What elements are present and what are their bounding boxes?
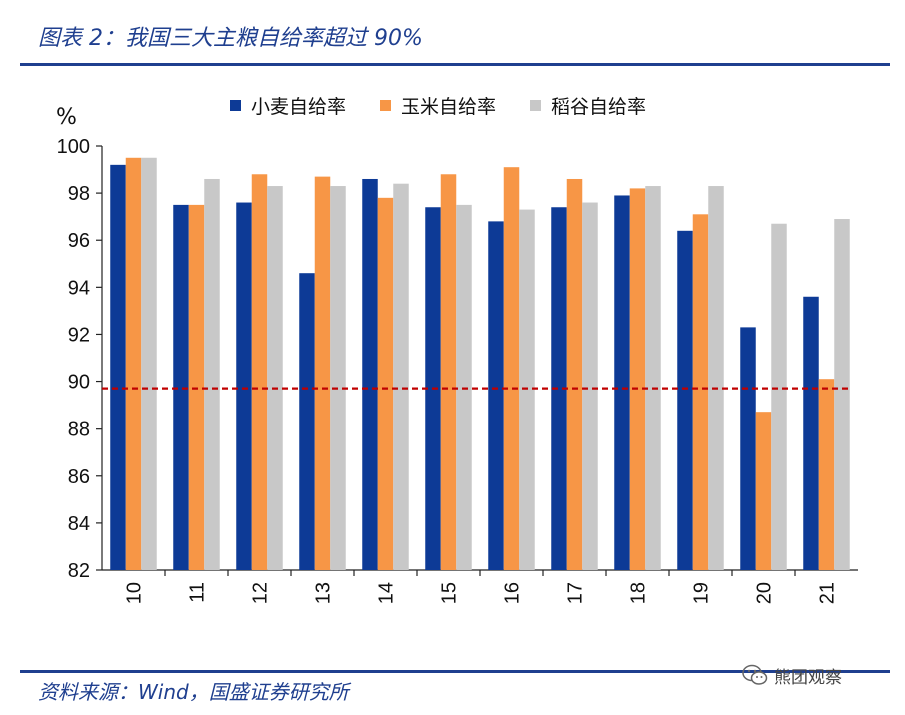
- bar-rice-10: [141, 157, 157, 570]
- wechat-icon: [742, 664, 768, 685]
- y-tick-label: 82: [68, 560, 90, 582]
- y-tick-label: 96: [68, 230, 90, 252]
- y-axis-label: %: [56, 105, 77, 130]
- y-tick-label: 84: [68, 513, 90, 535]
- bar-corn-19: [692, 214, 709, 571]
- x-tick-label: 20: [754, 582, 776, 604]
- x-tick-label: 13: [313, 582, 335, 604]
- bar-rice-19: [708, 186, 724, 571]
- bar-rice-17: [582, 202, 598, 571]
- bar-wheat-11: [173, 204, 189, 570]
- bar-corn-13: [314, 176, 331, 570]
- x-tick-label: 21: [817, 582, 839, 604]
- chart-legend: 小麦自给率 玉米自给率 稻谷自给率: [230, 92, 646, 119]
- legend-swatch-rice: [530, 100, 542, 111]
- bar-wheat-10: [110, 164, 126, 570]
- bar-wheat-18: [614, 195, 630, 570]
- bar-rice-14: [393, 183, 409, 570]
- y-tick-label: 86: [68, 466, 90, 488]
- bar-corn-21: [818, 379, 835, 570]
- bar-rice-15: [456, 204, 472, 570]
- watermark-text: 熊团观察: [774, 667, 842, 688]
- legend-label-wheat: 小麦自给率: [251, 96, 347, 118]
- y-tick-label: 100: [57, 136, 90, 158]
- legend-label-rice: 稻谷自给率: [551, 96, 647, 118]
- bar-rice-13: [330, 186, 346, 571]
- bar-corn-16: [503, 167, 520, 570]
- watermark: 熊团观察: [742, 660, 842, 690]
- legend-swatch-wheat: [230, 100, 241, 111]
- x-tick-label: 18: [628, 582, 650, 604]
- bar-rice-18: [645, 186, 661, 571]
- x-tick-label: 14: [376, 582, 398, 604]
- bar-rice-11: [204, 178, 220, 570]
- bar-wheat-16: [488, 221, 504, 570]
- bar-wheat-14: [362, 178, 378, 570]
- bar-corn-14: [377, 197, 394, 571]
- bar-corn-12: [251, 174, 268, 570]
- x-tick-label: 17: [565, 582, 587, 604]
- bar-wheat-12: [236, 202, 252, 571]
- bar-wheat-21: [803, 296, 819, 570]
- bar-corn-15: [440, 174, 457, 570]
- y-tick-label: 90: [68, 372, 90, 394]
- legend-item-rice: 稻谷自给率: [530, 92, 646, 119]
- bar-wheat-19: [677, 230, 693, 571]
- legend-item-corn: 玉米自给率: [380, 92, 496, 119]
- x-tick-label: 12: [250, 582, 272, 604]
- bar-rice-21: [834, 219, 850, 570]
- bar-wheat-13: [299, 273, 315, 570]
- bar-rice-20: [771, 223, 787, 570]
- y-tick-label: 98: [68, 183, 90, 205]
- legend-label-corn: 玉米自给率: [401, 96, 497, 118]
- top-divider: [20, 63, 890, 66]
- bar-corn-10: [125, 157, 142, 570]
- legend-item-wheat: 小麦自给率: [230, 92, 346, 119]
- y-tick-label: 88: [68, 419, 90, 441]
- x-tick-label: 19: [691, 582, 713, 604]
- bar-corn-20: [755, 412, 772, 570]
- legend-swatch-corn: [380, 100, 392, 111]
- bar-corn-17: [566, 178, 583, 570]
- y-tick-label: 94: [68, 277, 90, 299]
- x-tick-label: 11: [187, 582, 209, 603]
- x-tick-label: 10: [124, 582, 146, 604]
- x-tick-label: 15: [439, 582, 461, 604]
- y-tick-label: 92: [68, 324, 90, 346]
- bar-wheat-20: [740, 327, 756, 570]
- bar-rice-16: [519, 209, 535, 570]
- bar-corn-18: [629, 188, 646, 570]
- bottom-divider: [20, 670, 890, 673]
- bar-wheat-17: [551, 207, 567, 570]
- x-tick-label: 16: [502, 582, 524, 604]
- source-note: 资料来源：Wind，国盛证券研究所: [38, 680, 349, 704]
- bar-rice-12: [267, 186, 283, 571]
- bar-corn-11: [188, 204, 205, 570]
- figure-title: 图表 2：我国三大主粮自给率超过 90%: [38, 26, 423, 51]
